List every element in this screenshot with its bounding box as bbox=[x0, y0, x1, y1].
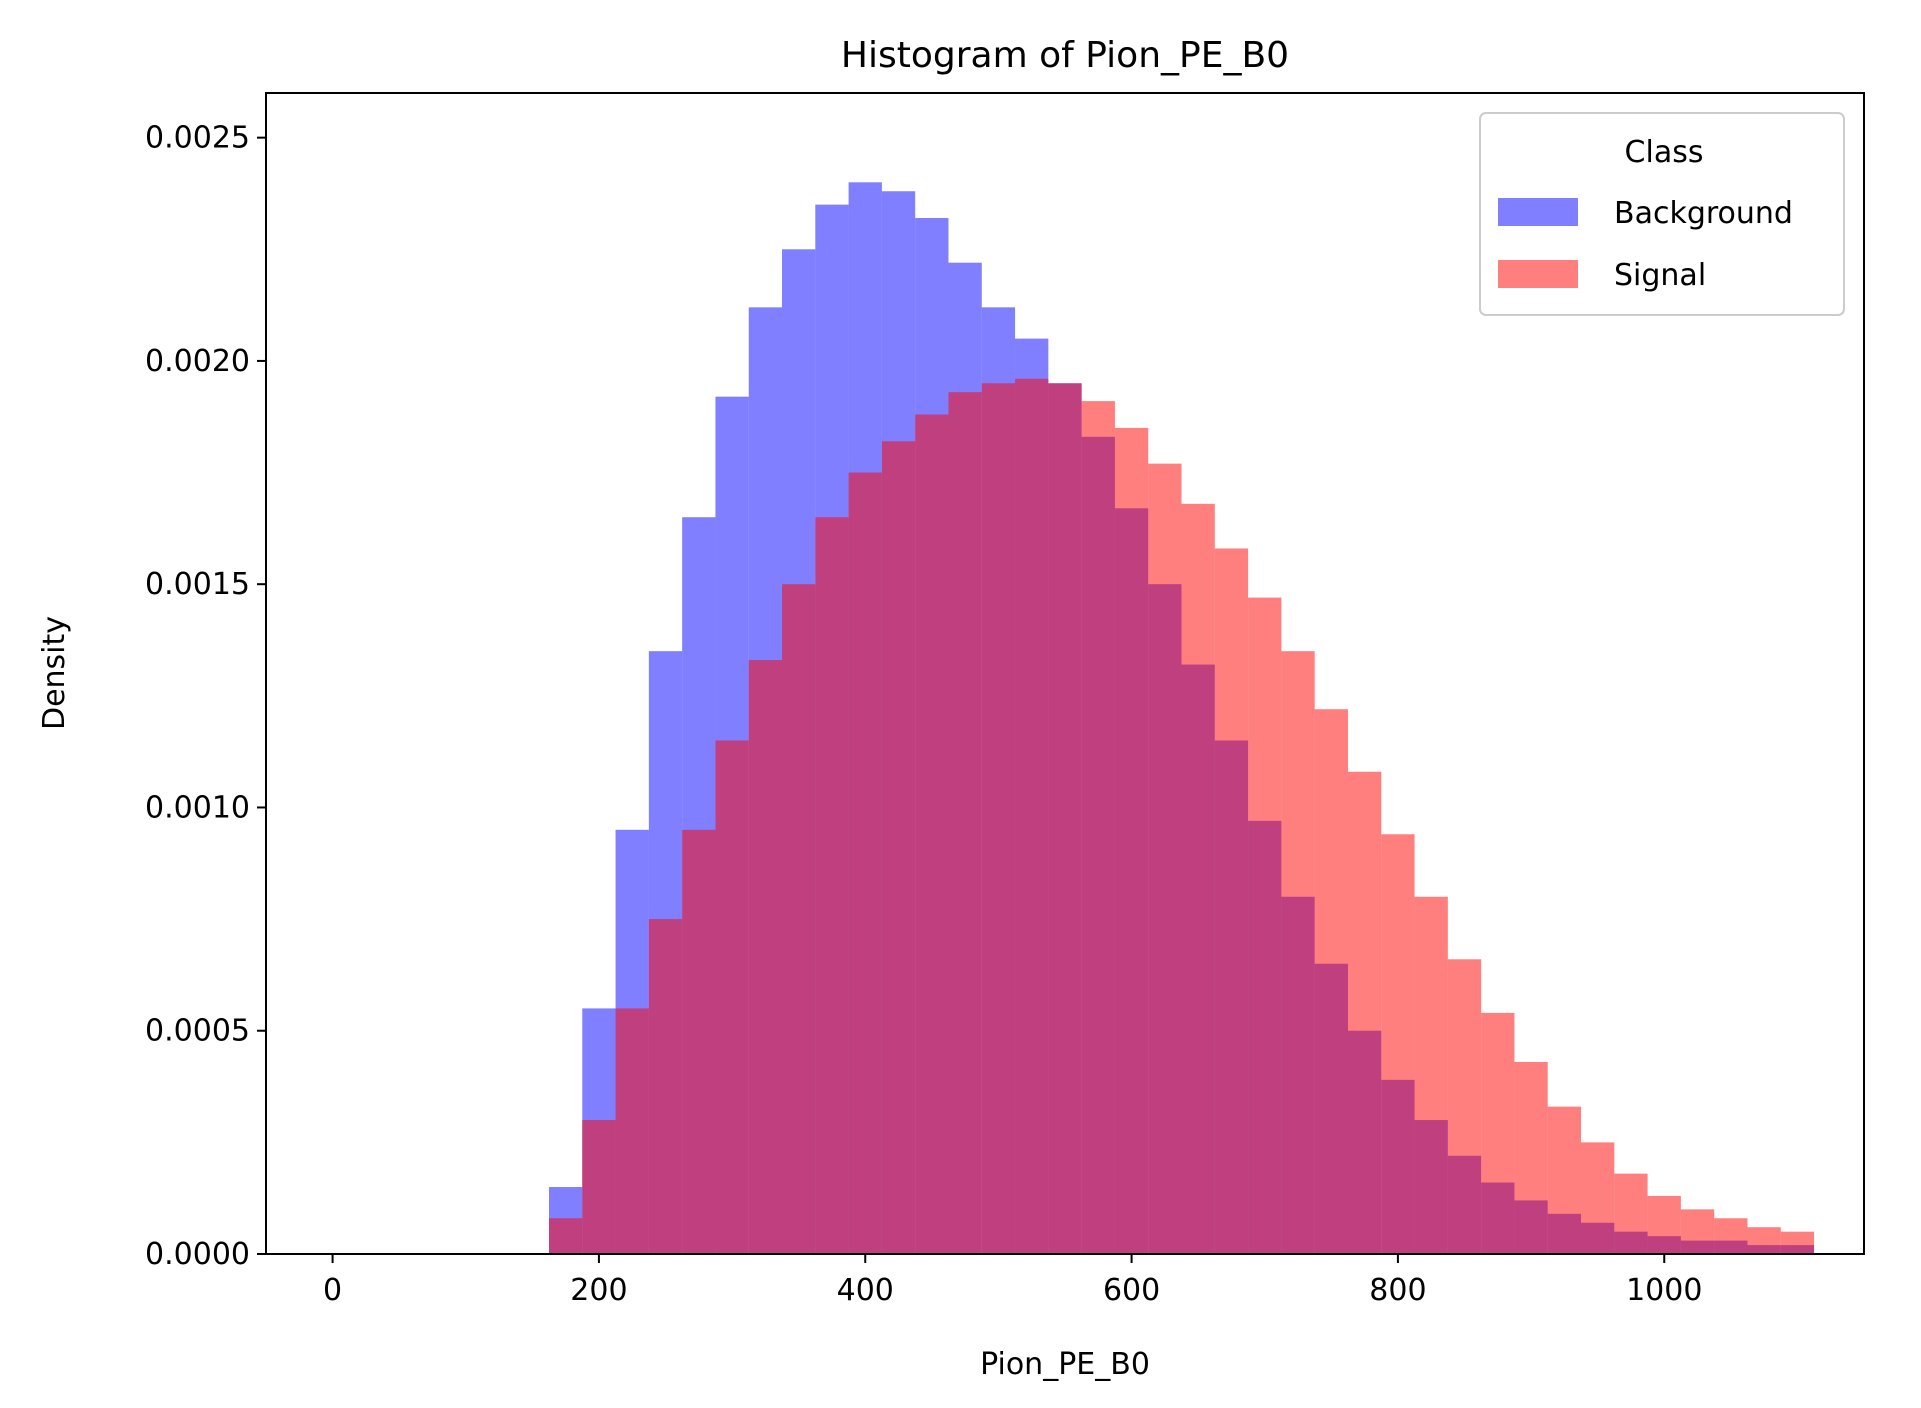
legend-label-background: Background bbox=[1614, 196, 1793, 231]
legend-title: Class bbox=[1625, 135, 1704, 170]
histogram-bar-signal bbox=[1414, 896, 1448, 1254]
histogram-bar-signal bbox=[1081, 401, 1115, 1254]
y-axis-ticks: 0.0000 0.0005 0.0010 0.0015 0.0020 0.0025 bbox=[145, 121, 266, 1272]
x-axis-label: Pion_PE_B0 bbox=[980, 1347, 1150, 1382]
y-tick-label: 0.0010 bbox=[145, 790, 250, 825]
histogram-bar-signal bbox=[1514, 1061, 1548, 1254]
y-tick-label: 0.0000 bbox=[145, 1237, 250, 1272]
histogram-bar-signal bbox=[815, 517, 849, 1254]
histogram-bar-signal bbox=[1680, 1209, 1715, 1254]
x-tick-label: 1000 bbox=[1626, 1273, 1702, 1308]
histogram-bar-signal bbox=[1481, 1012, 1515, 1254]
histogram-bar-signal bbox=[648, 919, 683, 1254]
histogram-bar-signal bbox=[1114, 427, 1149, 1254]
histogram-bar-signal bbox=[682, 829, 716, 1254]
legend: Class Background Signal bbox=[1479, 112, 1845, 316]
plot-frame bbox=[265, 92, 1865, 1255]
histogram-bar-signal bbox=[1780, 1231, 1815, 1254]
histogram-bar-signal bbox=[1381, 834, 1415, 1254]
chart-title: Histogram of Pion_PE_B0 bbox=[841, 35, 1289, 76]
histogram-bar-signal bbox=[1015, 378, 1049, 1254]
histogram-bar-signal bbox=[1314, 709, 1348, 1254]
histogram-bar-signal bbox=[782, 584, 816, 1254]
x-axis-ticks: 0 200 400 600 800 1000 bbox=[323, 1254, 1702, 1308]
x-tick-label: 400 bbox=[837, 1273, 894, 1308]
x-tick-label: 800 bbox=[1369, 1273, 1426, 1308]
histogram-bar-signal bbox=[1214, 548, 1249, 1254]
y-tick-label: 0.0020 bbox=[145, 344, 250, 379]
histogram-bar-signal bbox=[881, 441, 916, 1254]
histogram-bar-signal bbox=[1048, 383, 1082, 1254]
x-tick-label: 200 bbox=[570, 1273, 627, 1308]
histogram-bar-signal bbox=[1747, 1227, 1781, 1254]
y-tick-label: 0.0025 bbox=[145, 121, 250, 156]
histogram-bar-signal bbox=[1447, 959, 1482, 1254]
histogram-bar-signal bbox=[748, 660, 783, 1254]
histogram-bar-signal bbox=[715, 740, 749, 1254]
histogram-bar-signal bbox=[948, 392, 982, 1254]
histogram-bar-signal bbox=[1181, 503, 1215, 1254]
legend-swatch-signal bbox=[1498, 260, 1578, 288]
histogram-bar-signal bbox=[1614, 1173, 1648, 1254]
histogram-bar-signal bbox=[1148, 463, 1182, 1254]
histogram-bar-signal bbox=[848, 472, 882, 1254]
histogram-bar-signal bbox=[1547, 1106, 1582, 1254]
histogram-bar-signal bbox=[915, 414, 949, 1254]
legend-label-signal: Signal bbox=[1614, 258, 1706, 293]
x-tick-label: 600 bbox=[1103, 1273, 1160, 1308]
histogram-bar-signal bbox=[1347, 771, 1382, 1254]
histogram-bar-signal bbox=[615, 1008, 649, 1254]
bars-layer bbox=[548, 182, 1815, 1255]
y-tick-label: 0.0005 bbox=[145, 1014, 250, 1049]
histogram-bar-signal bbox=[1581, 1142, 1615, 1254]
histogram-bar-signal bbox=[1248, 597, 1282, 1254]
y-tick-label: 0.0015 bbox=[145, 567, 250, 602]
legend-swatch-background bbox=[1498, 198, 1578, 226]
x-tick-label: 0 bbox=[323, 1273, 342, 1308]
histogram-bar-signal bbox=[548, 1218, 583, 1254]
histogram-bar-signal bbox=[1714, 1218, 1748, 1254]
histogram-bar-signal bbox=[981, 383, 1016, 1254]
histogram-bar-signal bbox=[1647, 1195, 1681, 1254]
histogram-bar-signal bbox=[1281, 651, 1315, 1254]
histogram-bar-signal bbox=[582, 1120, 616, 1254]
y-axis-label: Density bbox=[37, 616, 72, 730]
